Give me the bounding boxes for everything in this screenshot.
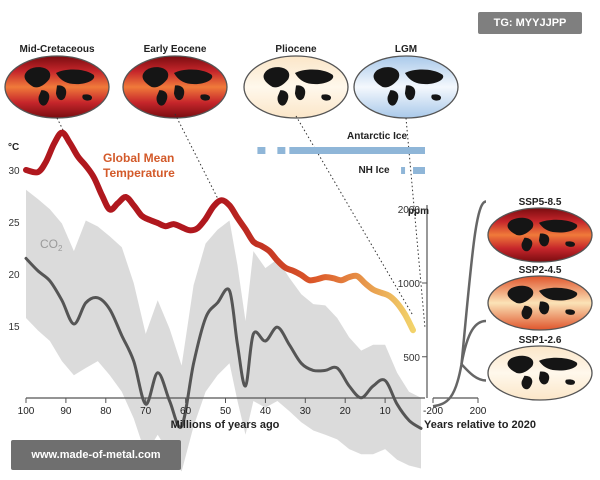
landmass-shape bbox=[294, 85, 306, 101]
future-tick-label: 200 bbox=[470, 406, 487, 417]
landmass-shape bbox=[565, 379, 576, 385]
landmass-shape bbox=[507, 355, 534, 374]
future-tick-label: -200 bbox=[423, 406, 443, 417]
landmass-shape bbox=[373, 67, 400, 88]
scenario-line-ssp245 bbox=[460, 319, 487, 365]
landmass-shape bbox=[507, 217, 534, 236]
landmass-shape bbox=[538, 233, 550, 247]
landmass-shape bbox=[521, 237, 533, 252]
x-tick-label: 100 bbox=[18, 406, 35, 417]
landmass-shape bbox=[538, 301, 550, 315]
temp-series-label-line2: Temperature bbox=[103, 166, 175, 180]
landmass-shape bbox=[404, 85, 416, 101]
ice-bar-segment bbox=[277, 147, 286, 154]
x-tick-label: 20 bbox=[340, 406, 352, 417]
ice-bar-segment bbox=[257, 147, 266, 154]
landmass-shape bbox=[521, 305, 533, 320]
y-tick-label-right: 500 bbox=[403, 353, 420, 364]
x-tick-label: 50 bbox=[220, 406, 232, 417]
map-ssp585 bbox=[487, 207, 593, 263]
website-badge: www.made-of-metal.com bbox=[11, 440, 181, 470]
map-ssp126 bbox=[487, 345, 593, 401]
scenario-label: SSP1-2.6 bbox=[519, 335, 562, 346]
landmass-shape bbox=[82, 94, 93, 101]
y-tick-label-left: 20 bbox=[8, 270, 20, 281]
landmass-shape bbox=[294, 69, 334, 85]
ice-bar-segment bbox=[289, 147, 425, 154]
y-axis-left-unit: °C bbox=[8, 142, 19, 153]
x-axis-title: Millions of years ago bbox=[171, 419, 280, 431]
ice-label-antarctic: Antarctic Ice bbox=[347, 131, 407, 142]
map-mid-cretaceous bbox=[4, 55, 110, 119]
map-label: Pliocene bbox=[275, 44, 317, 55]
temperature-line bbox=[23, 129, 416, 334]
landmass-shape bbox=[538, 357, 578, 371]
ice-label-nh: NH Ice bbox=[358, 165, 390, 176]
co2-uncertainty-band bbox=[26, 189, 421, 472]
landmass-shape bbox=[200, 94, 211, 101]
landmass-shape bbox=[521, 375, 533, 390]
scenario-line-ssp126 bbox=[460, 363, 487, 382]
map-label: Mid-Cretaceous bbox=[19, 44, 94, 55]
y-tick-label-right: 1000 bbox=[398, 279, 421, 290]
co2-historical-to-2020 bbox=[432, 364, 463, 408]
ice-bar-segment bbox=[401, 167, 406, 174]
landmass-shape bbox=[565, 241, 576, 247]
landmass-shape bbox=[321, 94, 332, 101]
landmass-shape bbox=[173, 69, 213, 85]
map-pliocene bbox=[243, 55, 349, 119]
watermark-badge: TG: MYYJJPP bbox=[478, 12, 582, 34]
landmass-shape bbox=[55, 69, 95, 85]
y-tick-label-left: 15 bbox=[8, 322, 20, 333]
x-tick-label: 40 bbox=[260, 406, 272, 417]
co2-series-label: CO2 bbox=[40, 237, 63, 253]
landmass-shape bbox=[38, 90, 50, 106]
map-connector-line bbox=[405, 117, 426, 329]
y-tick-label-right: 2000 bbox=[398, 205, 421, 216]
y-tick-label-left: 30 bbox=[8, 166, 20, 177]
landmass-shape bbox=[55, 85, 67, 101]
landmass-shape bbox=[431, 94, 442, 101]
map-ssp245 bbox=[487, 275, 593, 331]
scenario-label: SSP2-4.5 bbox=[519, 265, 562, 276]
scenario-line-ssp585 bbox=[460, 200, 487, 365]
landmass-shape bbox=[538, 371, 550, 385]
ice-bar-segment bbox=[413, 167, 425, 174]
map-connector-line bbox=[174, 113, 218, 199]
landmass-shape bbox=[565, 309, 576, 315]
x-tick-label: 80 bbox=[100, 406, 112, 417]
temp-series-label-line1: Global Mean bbox=[103, 151, 174, 165]
y-axis-right-unit: ppm bbox=[408, 206, 429, 217]
x-tick-label: 60 bbox=[180, 406, 192, 417]
y-tick-label-left: 25 bbox=[8, 218, 20, 229]
landmass-shape bbox=[277, 90, 289, 106]
landmass-shape bbox=[24, 67, 51, 88]
x-tick-label: 70 bbox=[140, 406, 152, 417]
x-tick-label: 90 bbox=[60, 406, 72, 417]
landmass-shape bbox=[173, 85, 185, 101]
landmass-shape bbox=[263, 67, 290, 88]
scenario-label: SSP5-8.5 bbox=[519, 197, 562, 208]
map-label: LGM bbox=[395, 44, 417, 55]
landmass-shape bbox=[538, 219, 578, 233]
landmass-shape bbox=[538, 287, 578, 301]
map-connector-line bbox=[295, 115, 414, 316]
landmass-shape bbox=[156, 90, 168, 106]
x-tick-label: 30 bbox=[300, 406, 312, 417]
co2-line bbox=[24, 256, 423, 430]
map-label: Early Eocene bbox=[144, 44, 207, 55]
map-early-eocene bbox=[122, 55, 228, 119]
landmass-shape bbox=[507, 285, 534, 304]
landmass-shape bbox=[142, 67, 169, 88]
future-axis-title: Years relative to 2020 bbox=[424, 419, 536, 431]
x-tick-label: 10 bbox=[380, 406, 392, 417]
landmass-shape bbox=[404, 69, 444, 85]
map-lgm bbox=[353, 55, 459, 119]
landmass-shape bbox=[387, 90, 399, 106]
